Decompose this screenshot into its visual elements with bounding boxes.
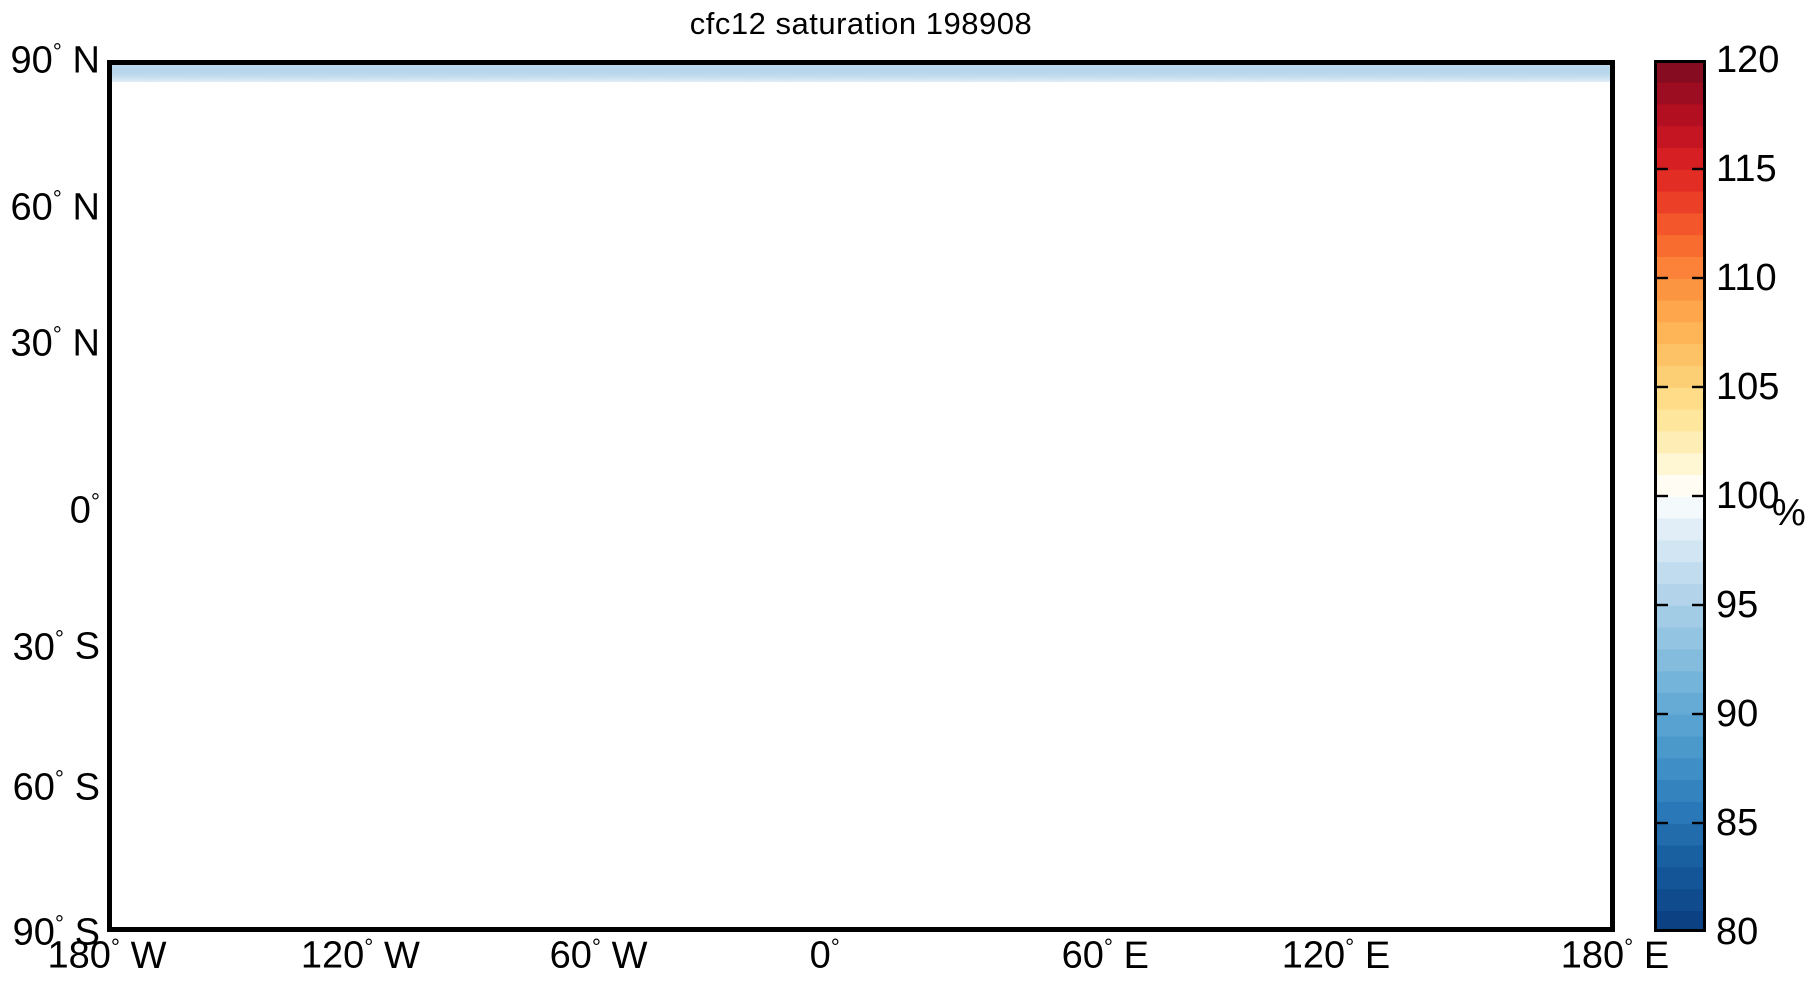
x-tick-120W: 120° W xyxy=(300,934,420,977)
world-heatmap-svg xyxy=(107,60,1615,932)
y-tick-90N: 90° N xyxy=(10,38,100,82)
x-tick-60E: 60° E xyxy=(1061,934,1149,977)
plot-title: cfc12 saturation 198908 xyxy=(689,6,1033,41)
x-tick-180E: 180° E xyxy=(1560,934,1670,977)
plot-frame xyxy=(107,60,1615,932)
world-map-plot xyxy=(107,60,1615,932)
colorbar-tick-label-100: 100 xyxy=(1716,475,1780,517)
colorbar xyxy=(1654,60,1706,933)
y-tick-0: 0° xyxy=(69,488,100,532)
colorbar-tick-label-80: 80 xyxy=(1716,911,1759,953)
y-tick-60N: 60° N xyxy=(10,186,100,229)
colorbar-tick-label-115: 115 xyxy=(1716,148,1777,190)
colorbar-tick-label-90: 90 xyxy=(1716,693,1759,735)
colorbar-svg xyxy=(1654,60,1706,933)
y-tick-60S: 60° S xyxy=(12,765,100,809)
colorbar-tick-label-85: 85 xyxy=(1716,802,1759,844)
colorbar-tick-label-110: 110 xyxy=(1716,257,1777,299)
colorbar-tick-label-105: 105 xyxy=(1716,366,1780,408)
y-tick-30N: 30° N xyxy=(10,322,100,365)
y-tick-30S: 30° S xyxy=(12,625,100,669)
x-tick-60W: 60° W xyxy=(549,934,648,977)
colorbar-tick-label-120: 120 xyxy=(1716,39,1780,81)
x-tick-0: 0° xyxy=(809,934,840,977)
colorbar-tick-label-95: 95 xyxy=(1716,584,1759,626)
y-tick-90S: 90° S xyxy=(12,910,100,954)
x-tick-180W: 180° W xyxy=(47,934,167,977)
colorbar-unit-label: % xyxy=(1772,492,1806,534)
x-tick-120E: 120° E xyxy=(1281,934,1391,977)
